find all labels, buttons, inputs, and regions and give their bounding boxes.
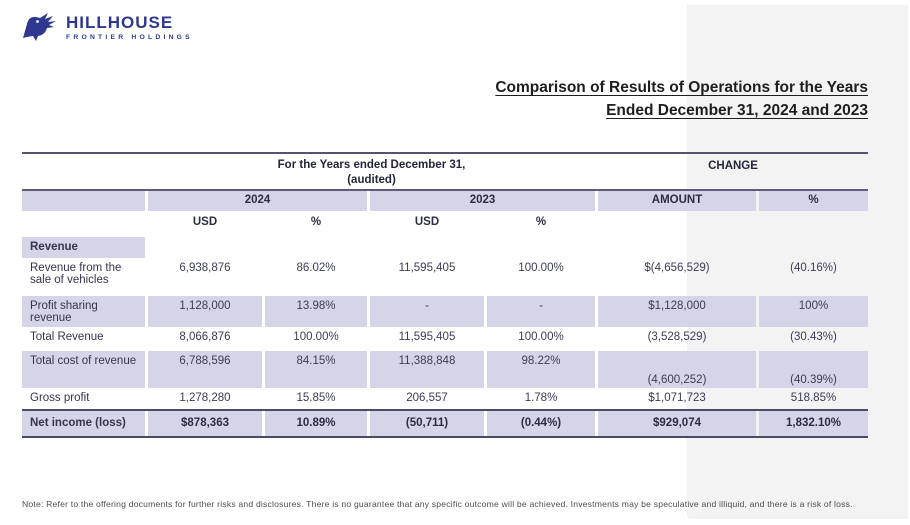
cell-change-amount: $1,071,723 xyxy=(648,392,706,404)
cell-2024-usd: 1,278,280 xyxy=(179,392,231,404)
company-logo: HILLHOUSE FRONTIER HOLDINGS xyxy=(20,11,193,43)
cell-2024-pct: 100.00% xyxy=(293,331,339,343)
cell-2024-usd: 8,066,876 xyxy=(179,331,231,343)
logo-text: HILLHOUSE FRONTIER HOLDINGS xyxy=(66,14,193,41)
cell-2023-pct xyxy=(487,237,595,258)
cell-change-pct: (40.39%) xyxy=(759,351,868,388)
cell-2023-pct: (0.44%) xyxy=(487,411,595,436)
cell-2024-usd: $878,363 xyxy=(148,411,262,436)
cell-2023-usd: 206,557 xyxy=(406,392,448,404)
period-header-line2: (audited) xyxy=(347,174,396,186)
cell-2023-pct: 1.78% xyxy=(524,392,558,404)
table-row-revenue-section: Revenue xyxy=(22,237,868,258)
cell-change-amount: (4,600,252) xyxy=(598,351,756,388)
sub-header-row: USD % USD % xyxy=(22,211,868,237)
table-row-profit-sharing: Profit sharing revenue 1,128,000 13.98% … xyxy=(22,296,868,327)
cell-2023-pct: 100.00% xyxy=(518,331,564,343)
cell-change-pct: (40.16%) xyxy=(790,262,837,274)
group-header-empty xyxy=(22,154,145,158)
row-label: Revenue from the sale of vehicles xyxy=(30,262,122,286)
eagle-icon xyxy=(20,11,60,43)
cell-change-amount: (3,528,529) xyxy=(647,331,707,343)
cell-2024-pct: 10.89% xyxy=(265,411,367,436)
cell-change-amount: $929,074 xyxy=(598,411,756,436)
cell-2023-usd: 11,595,405 xyxy=(398,331,456,343)
cell-2024-pct: 13.98% xyxy=(265,296,367,327)
disclaimer-footnote: Note: Refer to the offering documents fo… xyxy=(22,499,853,509)
cell-change-pct xyxy=(759,237,868,258)
band-amount: AMOUNT xyxy=(598,191,756,211)
logo-subtitle: FRONTIER HOLDINGS xyxy=(66,33,193,41)
band-empty-cell xyxy=(22,191,145,211)
title-line-1: Comparison of Results of Operations for … xyxy=(495,79,868,96)
cell-2023-usd: 11,388,848 xyxy=(370,351,484,388)
row-label: Net income (loss) xyxy=(22,411,145,436)
cell-change-pct: (30.43%) xyxy=(790,331,837,343)
band-2023: 2023 xyxy=(370,191,595,211)
title-line-2: Ended December 31, 2024 and 2023 xyxy=(606,102,868,119)
band-percent: % xyxy=(759,191,868,211)
cell-2023-usd: (50,711) xyxy=(370,411,484,436)
sub-empty xyxy=(22,211,145,237)
sub-usd-2023: USD xyxy=(414,216,440,228)
table-row-vehicle-revenue: Revenue from the sale of vehicles 6,938,… xyxy=(22,258,868,296)
year-band-row: 2024 2023 AMOUNT % xyxy=(22,189,868,211)
cell-2024-pct: 84.15% xyxy=(265,351,367,388)
results-table: For the Years ended December 31, (audite… xyxy=(22,152,868,438)
cell-2023-usd: - xyxy=(370,296,484,327)
cell-2024-usd: 6,938,876 xyxy=(179,262,231,274)
cell-2023-usd: 11,595,405 xyxy=(398,262,456,274)
cell-2024-usd: 1,128,000 xyxy=(148,296,262,327)
cell-2024-usd: 6,788,596 xyxy=(148,351,262,388)
cell-change-pct: 1,832.10% xyxy=(759,411,868,436)
cell-2023-pct: 100.00% xyxy=(518,262,564,274)
page-title: Comparison of Results of Operations for … xyxy=(300,76,868,122)
sub-usd-2024: USD xyxy=(192,216,218,228)
cell-change-amount: $1,128,000 xyxy=(598,296,756,327)
cell-change-pct: 518.85% xyxy=(790,392,837,404)
cell-change-amount xyxy=(598,237,756,258)
row-label: Gross profit xyxy=(30,392,90,404)
row-label: Total cost of revenue xyxy=(22,351,145,388)
logo-name: HILLHOUSE xyxy=(66,12,174,32)
row-label: Revenue xyxy=(22,237,145,258)
change-group-header: CHANGE xyxy=(708,160,758,172)
row-label: Total Revenue xyxy=(30,331,104,343)
sub-percent-spacer xyxy=(759,211,868,237)
sub-amount-spacer xyxy=(598,211,756,237)
period-group-header: For the Years ended December 31, (audite… xyxy=(148,154,595,188)
cell-change-pct: 100% xyxy=(759,296,868,327)
cell-2024-pct: 86.02% xyxy=(296,262,336,274)
sub-pct-2023: % xyxy=(535,216,547,228)
sub-pct-2024: % xyxy=(310,216,322,228)
band-2024: 2024 xyxy=(148,191,367,211)
cell-2023-usd xyxy=(370,237,484,258)
cell-2024-pct xyxy=(265,237,367,258)
table-row-total-cost: Total cost of revenue 6,788,596 84.15% 1… xyxy=(22,351,868,388)
table-row-total-revenue: Total Revenue 8,066,876 100.00% 11,595,4… xyxy=(22,327,868,351)
table-row-gross-profit: Gross profit 1,278,280 15.85% 206,557 1.… xyxy=(22,388,868,409)
period-header-line1: For the Years ended December 31, xyxy=(277,159,466,171)
table-row-net-income: Net income (loss) $878,363 10.89% (50,71… xyxy=(22,409,868,438)
cell-2024-pct: 15.85% xyxy=(296,392,336,404)
cell-2024-usd xyxy=(148,237,262,258)
cell-2023-pct: - xyxy=(487,296,595,327)
row-label: Profit sharing revenue xyxy=(22,296,145,327)
group-header-row: For the Years ended December 31, (audite… xyxy=(22,152,868,189)
cell-change-amount: $(4,656,529) xyxy=(644,262,710,274)
cell-2023-pct: 98.22% xyxy=(487,351,595,388)
